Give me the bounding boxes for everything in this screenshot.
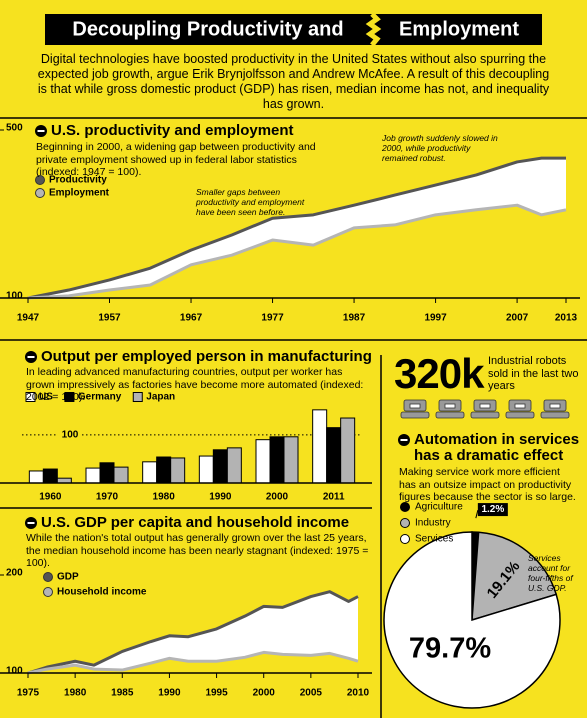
x-tick-label: 1985 (111, 688, 134, 699)
chart-subtitle: While the nation's total output has gene… (26, 532, 369, 569)
x-tick-label: 2000 (253, 688, 276, 699)
x-tick-label: 2011 (323, 492, 345, 503)
x-tick-label: 1990 (158, 688, 181, 699)
legend-marker (43, 587, 53, 597)
bar (212, 449, 228, 484)
legend-label: Japan (146, 392, 175, 403)
title-banner (45, 14, 542, 45)
chart-title: Automation in services has a dramatic ef… (414, 431, 580, 464)
y-tick-label: 100 (6, 666, 23, 677)
bar (255, 439, 271, 484)
chart-title: U.S. GDP per capita and household income (41, 514, 350, 531)
legend-marker (43, 572, 53, 582)
legend-label: Productivity (49, 175, 107, 186)
bar (198, 455, 214, 484)
annotation: Smaller gaps between productivity and em… (196, 187, 305, 217)
legend-marker (400, 518, 410, 528)
bar (85, 467, 101, 484)
gap-fill (28, 158, 566, 298)
x-tick-label: 1995 (205, 688, 228, 699)
bar (312, 409, 328, 484)
series-line (27, 203, 567, 300)
pie-slice (471, 531, 558, 622)
x-tick-label: 1970 (96, 492, 119, 503)
series-line (27, 156, 566, 300)
x-tick-label: 1967 (180, 313, 203, 324)
legend-label: Agriculture (415, 502, 463, 513)
bar (142, 461, 158, 484)
y-tick-label: 100 (62, 430, 79, 441)
robot-caption: Industrial robots sold in the last two y… (488, 355, 579, 392)
legend-marker (64, 392, 75, 402)
annotation: Job growth suddenly slowed in 2000, whil… (382, 133, 498, 163)
bar (283, 436, 299, 484)
legend-marker (400, 534, 410, 544)
title: Decoupling Productivity and (72, 18, 343, 40)
chart-subtitle: In leading advanced manufacturing countr… (26, 366, 364, 403)
legend-label: Industry (415, 518, 451, 529)
x-tick-label: 1997 (424, 313, 447, 324)
chart-subtitle: Beginning in 2000, a widening gap betwee… (36, 141, 316, 178)
legend-label: Employment (49, 188, 110, 199)
series-line (27, 590, 359, 675)
chart-title: Output per employed person in manufactur… (41, 348, 372, 365)
bar (28, 470, 44, 484)
legend-marker (35, 188, 45, 198)
bar (99, 462, 115, 484)
bar (269, 436, 285, 484)
bar (42, 468, 58, 484)
x-tick-label: 2007 (506, 313, 529, 324)
x-tick-label: 2010 (347, 688, 370, 699)
chart-subtitle: Making service work more efficient has a… (399, 466, 576, 503)
chart-title: U.S. productivity and employment (51, 122, 294, 139)
legend-label: Germany (78, 392, 122, 403)
x-tick-label: 1947 (17, 313, 40, 324)
bar (226, 447, 242, 484)
bar (326, 427, 342, 484)
x-tick-label: 1960 (39, 492, 62, 503)
annotation: Services account for four-fifths of U.S.… (528, 553, 573, 593)
banner-zigzag (365, 12, 382, 47)
x-tick-label: 1957 (98, 313, 121, 324)
y-tick-label: 500 (6, 123, 23, 134)
x-tick-label: 1977 (261, 313, 284, 324)
label-leader (475, 509, 479, 519)
robot-figure: 320k (394, 350, 484, 397)
label-bg (58, 428, 82, 441)
section-icons (25, 125, 410, 529)
x-tick-label: 1987 (343, 313, 366, 324)
value-label: 79.7% (409, 632, 491, 664)
legend-marker (400, 502, 410, 512)
robot-icons (400, 399, 570, 419)
legend-label: Services (415, 534, 453, 545)
bar (170, 457, 186, 484)
series-line (27, 650, 359, 675)
legend-label: Household income (57, 587, 147, 598)
y-tick-label: 100 (6, 291, 23, 302)
pie-slice (383, 531, 561, 709)
legend-marker (132, 392, 143, 402)
y-tick-label: 200 (6, 568, 23, 579)
legend-label: US (39, 392, 53, 403)
bar (340, 417, 356, 484)
x-tick-label: 1975 (17, 688, 40, 699)
intro: Digital technologies have boosted produc… (37, 52, 550, 111)
x-tick-label: 2013 (555, 313, 578, 324)
x-tick-label: 1980 (64, 688, 87, 699)
x-tick-label: 2005 (300, 688, 323, 699)
label-box (477, 503, 508, 517)
legend-label: GDP (57, 572, 79, 583)
legend-marker (35, 175, 45, 185)
value-label: 1.2% (481, 504, 504, 515)
bar (156, 456, 172, 484)
title: Employment (399, 18, 519, 40)
x-tick-label: 2000 (266, 492, 289, 503)
x-tick-label: 1980 (153, 492, 176, 503)
bar (113, 466, 129, 484)
legend-marker (25, 392, 36, 402)
x-tick-label: 1990 (209, 492, 232, 503)
